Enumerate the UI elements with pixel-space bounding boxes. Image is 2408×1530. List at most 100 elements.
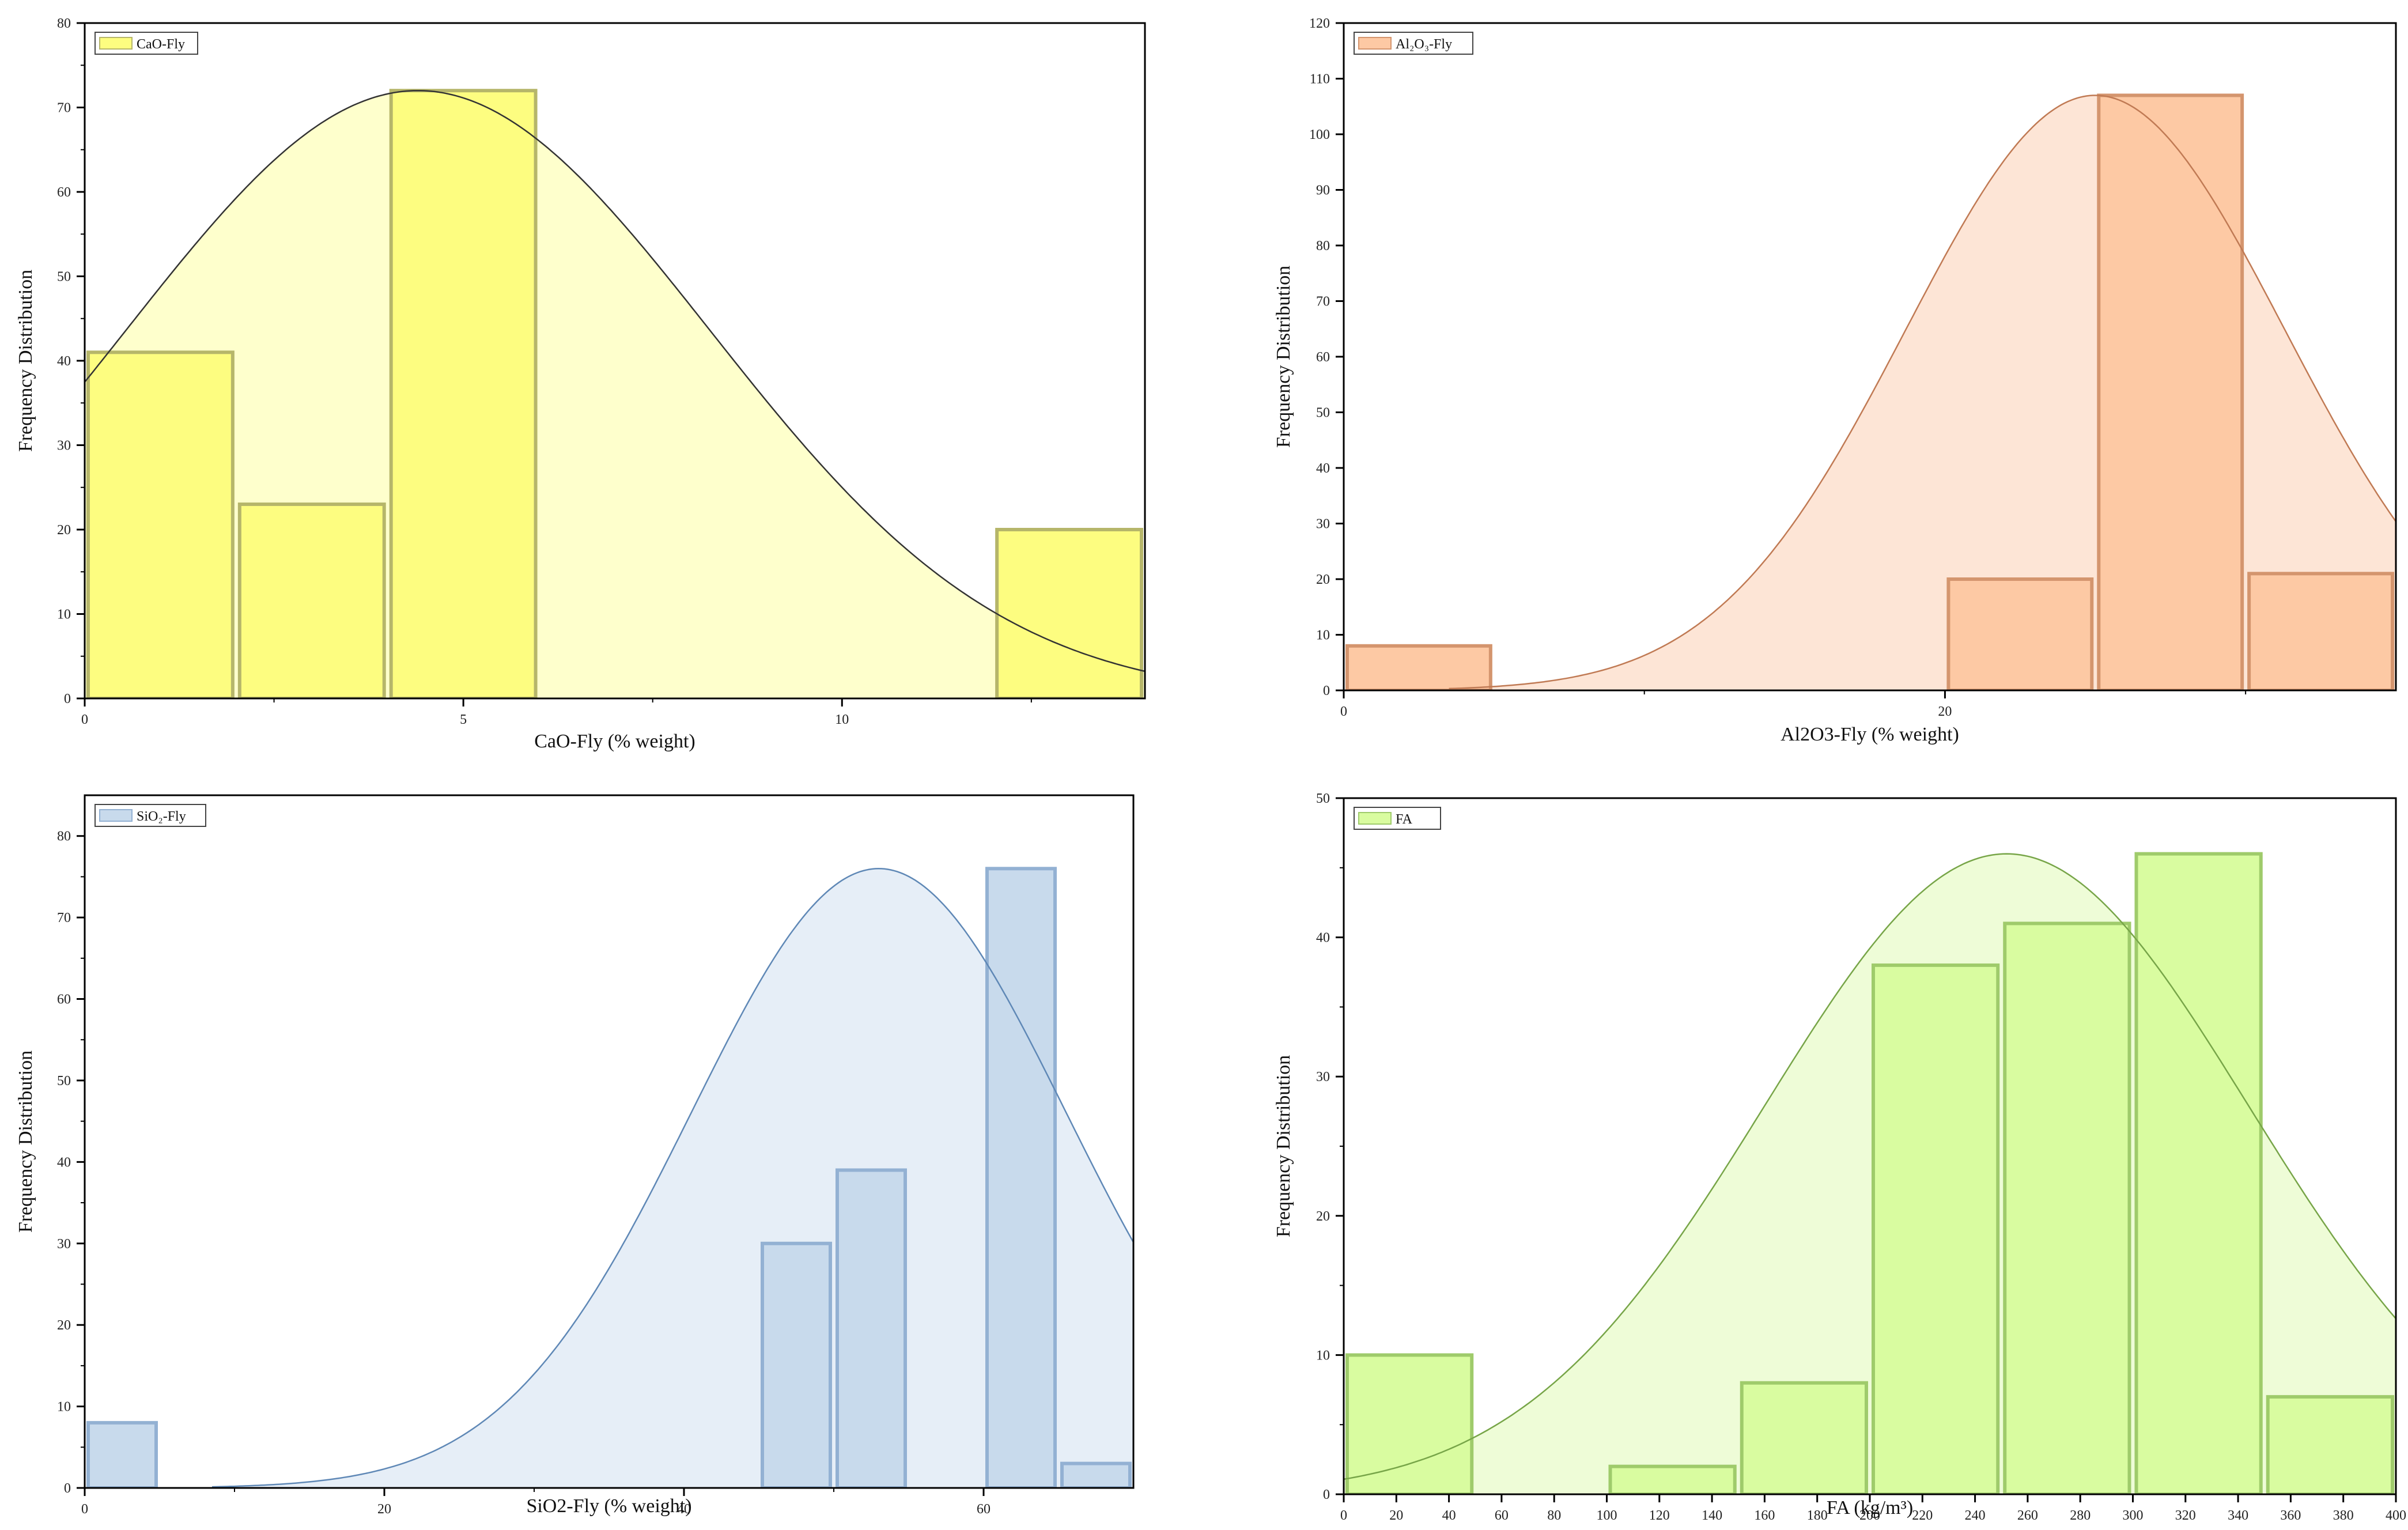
- normal-curve: [85, 89, 1145, 673]
- x-tick-label: 220: [1912, 1508, 1933, 1523]
- x-tick-label: 200: [1859, 1508, 1880, 1523]
- x-axis-title: Al2O3-Fly (% weight): [1781, 724, 1959, 745]
- y-tick-label: 40: [1316, 461, 1330, 476]
- y-tick-label: 20: [57, 1318, 71, 1333]
- y-tick-label: 30: [57, 439, 71, 454]
- y-tick-label: 10: [57, 1400, 71, 1415]
- normal-curve: [211, 868, 1133, 1488]
- histogram-bar: [985, 867, 1057, 1488]
- plot-area: [85, 89, 1145, 698]
- legend-swatch: [1358, 812, 1392, 825]
- y-tick-label: 60: [57, 992, 71, 1007]
- legend: CaO-Fly: [94, 32, 198, 55]
- histogram-bar: [1345, 1353, 1474, 1494]
- y-tick-label: 80: [57, 16, 71, 31]
- histogram-bar: [237, 503, 386, 698]
- normal-curve: [1449, 95, 2396, 690]
- y-tick-label: 80: [1316, 239, 1330, 254]
- x-tick-label: 140: [1702, 1508, 1722, 1523]
- histogram-bar: [2003, 921, 2131, 1494]
- y-tick-label: 20: [1316, 1209, 1330, 1224]
- histogram-bar: [86, 350, 235, 698]
- y-tick-label: 30: [1316, 517, 1330, 532]
- plot-area: [1345, 93, 2396, 690]
- legend: FA: [1354, 807, 1441, 830]
- y-tick-label: 40: [1316, 931, 1330, 946]
- legend: SiO₂-Fly: [94, 804, 206, 827]
- x-tick-label: 10: [835, 712, 849, 727]
- x-tick-label: 20: [1938, 704, 1952, 719]
- x-tick-label: 0: [81, 1502, 88, 1517]
- x-tick-label: 400: [2386, 1508, 2406, 1523]
- x-tick-label: 60: [1495, 1508, 1509, 1523]
- histogram-bar: [86, 1421, 158, 1488]
- y-tick-label: 50: [57, 270, 71, 285]
- y-tick-label: 10: [1316, 628, 1330, 643]
- y-tick-label: 50: [1316, 406, 1330, 421]
- plot-frame: [84, 794, 1135, 1489]
- y-tick-label: 70: [57, 911, 71, 925]
- x-tick-label: 380: [2333, 1508, 2354, 1523]
- y-tick-label: 50: [57, 1074, 71, 1089]
- y-axis-title: Frequency Distribution: [1273, 1055, 1294, 1237]
- histogram-bar: [2097, 93, 2244, 690]
- y-axis-title: Frequency Distribution: [15, 1051, 36, 1233]
- y-axis-title: Frequency Distribution: [1273, 266, 1294, 448]
- y-tick-label: 30: [57, 1237, 71, 1252]
- distribution-area: [1344, 853, 2396, 1494]
- x-tick-label: 60: [977, 1502, 991, 1517]
- histogram-bar: [1608, 1464, 1737, 1494]
- y-tick-label: 0: [64, 1481, 71, 1496]
- histogram-bar: [2247, 572, 2394, 690]
- y-tick-label: 40: [57, 354, 71, 369]
- y-tick-label: 0: [1323, 683, 1330, 698]
- legend-swatch: [99, 809, 133, 822]
- y-tick-label: 20: [57, 523, 71, 538]
- x-tick-label: 160: [1754, 1508, 1775, 1523]
- legend-swatch: [1358, 37, 1392, 50]
- x-tick-label: 320: [2175, 1508, 2196, 1523]
- x-tick-label: 5: [460, 712, 467, 727]
- histogram-bar: [836, 1168, 907, 1488]
- x-tick-label: 20: [377, 1502, 391, 1517]
- x-tick-label: 340: [2228, 1508, 2248, 1523]
- y-tick-label: 30: [1316, 1070, 1330, 1085]
- legend-label: FA: [1396, 812, 1413, 827]
- x-tick-label: 0: [1340, 704, 1347, 719]
- y-tick-label: 80: [57, 829, 71, 844]
- y-tick-label: 10: [1316, 1348, 1330, 1363]
- chart-panel-al2o3: 0 10 20 30 40 50 60 70 80 90 100 110 120 0 20 Al2O3-Fly…: [1273, 16, 2397, 745]
- x-tick-label: 20: [1389, 1508, 1403, 1523]
- y-tick-label: 50: [1316, 791, 1330, 806]
- x-tick-label: 280: [2070, 1508, 2091, 1523]
- legend-label: SiO₂-Fly: [137, 809, 186, 824]
- y-tick-label: 20: [1316, 572, 1330, 587]
- y-tick-label: 0: [64, 692, 71, 707]
- histogram-bar: [1872, 963, 2000, 1494]
- x-tick-label: 360: [2280, 1508, 2301, 1523]
- histogram-bar: [389, 89, 538, 698]
- plot-area: [86, 867, 1133, 1488]
- x-tick-label: 0: [1340, 1508, 1347, 1523]
- x-tick-label: 120: [1649, 1508, 1670, 1523]
- y-tick-label: 110: [1310, 72, 1330, 87]
- x-tick-label: 40: [1442, 1508, 1456, 1523]
- x-tick-label: 260: [2017, 1508, 2038, 1523]
- x-axis-title: CaO-Fly (% weight): [534, 731, 695, 752]
- y-tick-label: 70: [1316, 294, 1330, 309]
- histogram-bar: [761, 1241, 832, 1488]
- histogram-bar: [1345, 644, 1492, 690]
- x-tick-label: 0: [81, 712, 88, 727]
- histogram-bar: [2134, 852, 2263, 1494]
- x-tick-label: 180: [1807, 1508, 1828, 1523]
- plot-area: [1344, 852, 2396, 1494]
- histogram-bar: [1060, 1461, 1132, 1488]
- y-tick-label: 120: [1309, 16, 1330, 31]
- y-tick-label: 10: [57, 607, 71, 622]
- x-axis-title: FA (kg/m³): [1827, 1497, 1913, 1518]
- chart-panel-sio2: 0 10 20 30 40 50 60 70 80 0 20 40 60 SiO2-Fly (% weig…: [15, 794, 1135, 1517]
- x-tick-label: 80: [1547, 1508, 1561, 1523]
- normal-curve: [1344, 853, 2396, 1480]
- legend-label: CaO-Fly: [137, 37, 185, 52]
- chart-panel-cao: 0 10 20 30 40 50 60 70 80 0 5 10 CaO-Fly (% weight) F…: [15, 16, 1146, 752]
